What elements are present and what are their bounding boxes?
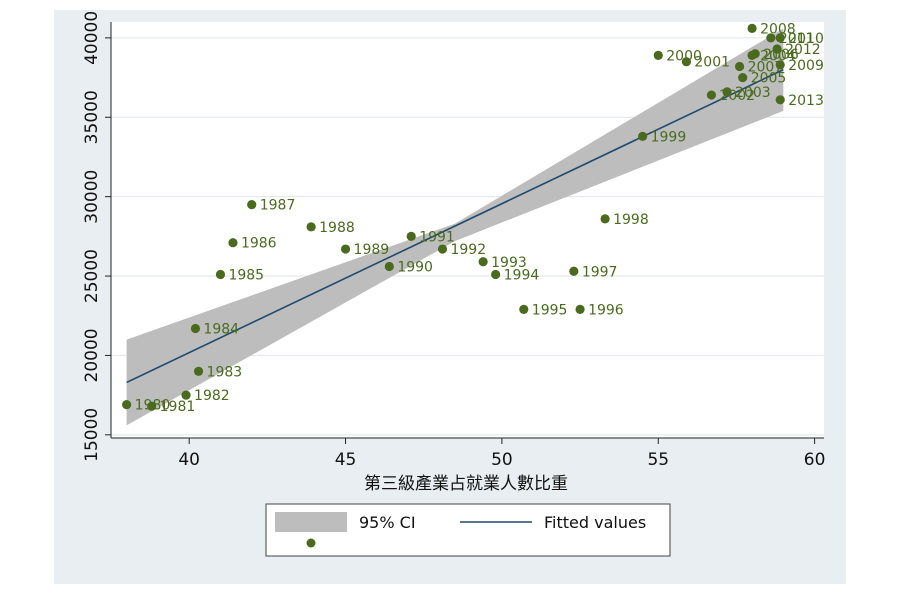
point-label-1993: 1993 bbox=[491, 255, 527, 271]
point-label-2000: 2000 bbox=[666, 48, 702, 64]
point-label-1982: 1982 bbox=[194, 388, 230, 404]
point-label-1986: 1986 bbox=[241, 236, 277, 252]
point-label-1984: 1984 bbox=[203, 321, 239, 337]
point-2005 bbox=[738, 72, 748, 83]
legend-ci-label: 95% CI bbox=[359, 513, 416, 532]
x-tick-label-0: 40 bbox=[178, 450, 200, 470]
point-1989 bbox=[340, 244, 351, 254]
gridlines bbox=[111, 37, 824, 436]
legend: 95% CI Fitted values bbox=[265, 503, 671, 557]
y-tick-label-2: 25000 bbox=[82, 249, 102, 303]
point-label-2013: 2013 bbox=[788, 93, 824, 109]
point-label-1985: 1985 bbox=[228, 267, 264, 283]
point-1988 bbox=[306, 222, 316, 232]
x-tick-label-3: 55 bbox=[647, 450, 669, 470]
point-1990 bbox=[384, 261, 394, 272]
point-label-1987: 1987 bbox=[260, 198, 296, 214]
point-label-1989: 1989 bbox=[354, 242, 390, 258]
x-tick-label-2: 50 bbox=[491, 450, 513, 470]
point-1992 bbox=[437, 244, 448, 254]
point-1984 bbox=[190, 323, 201, 334]
point-2000 bbox=[653, 50, 663, 60]
point-label-2004: 2004 bbox=[760, 48, 796, 64]
y-tick-label-0: 15000 bbox=[82, 408, 102, 462]
point-label-1997: 1997 bbox=[582, 264, 618, 280]
point-2013 bbox=[775, 95, 785, 105]
point-1983 bbox=[193, 366, 204, 376]
point-label-1983: 1983 bbox=[207, 364, 243, 380]
y-axis-ticks: 15000 20000 25000 30000 35000 40000 bbox=[82, 11, 111, 462]
data-points bbox=[122, 23, 785, 411]
point-label-2008: 2008 bbox=[760, 21, 796, 37]
point-2007 bbox=[734, 61, 745, 72]
point-label-2009: 2009 bbox=[788, 58, 824, 74]
legend-fit-label: Fitted values bbox=[544, 513, 646, 532]
point-label-2005: 2005 bbox=[751, 71, 787, 87]
point-label-1988: 1988 bbox=[319, 220, 355, 236]
x-tick-label-4: 60 bbox=[804, 450, 826, 470]
point-label-1998: 1998 bbox=[613, 212, 649, 228]
point-2009 bbox=[775, 60, 785, 70]
point-2011 bbox=[766, 33, 776, 43]
point-1997 bbox=[569, 266, 579, 276]
x-tick-label-1: 45 bbox=[335, 450, 357, 470]
point-label-1981: 1981 bbox=[160, 399, 196, 415]
y-tick-label-1: 20000 bbox=[82, 328, 102, 382]
y-tick-label-5: 40000 bbox=[82, 11, 102, 65]
point-1982 bbox=[181, 390, 191, 400]
point-2001 bbox=[681, 57, 692, 67]
point-2003 bbox=[722, 87, 732, 97]
point-label-1996: 1996 bbox=[588, 302, 624, 318]
point-2008 bbox=[747, 23, 757, 33]
point-1994 bbox=[491, 269, 501, 280]
point-label-1980: 1980 bbox=[135, 398, 171, 414]
point-1999 bbox=[638, 131, 648, 141]
y-tick-label-4: 35000 bbox=[82, 90, 102, 144]
legend-marker-swatch bbox=[306, 538, 316, 548]
point-label-2006: 2006 bbox=[763, 47, 799, 63]
point-2010 bbox=[775, 33, 785, 43]
point-1980 bbox=[122, 400, 132, 410]
point-label-1992: 1992 bbox=[450, 242, 486, 258]
point-label-1995: 1995 bbox=[532, 302, 568, 318]
point-2006 bbox=[750, 49, 760, 59]
point-1986 bbox=[228, 238, 238, 248]
point-1985 bbox=[215, 269, 226, 280]
point-2012 bbox=[772, 44, 782, 54]
x-axis-title: 第三級產業占就業人數比重 bbox=[364, 474, 568, 494]
point-1993 bbox=[478, 257, 488, 267]
point-label-1990: 1990 bbox=[397, 260, 433, 276]
point-1996 bbox=[575, 304, 585, 314]
point-label-2011: 2011 bbox=[779, 31, 815, 47]
point-label-2002: 2002 bbox=[719, 88, 755, 104]
point-label-2003: 2003 bbox=[735, 85, 771, 101]
point-2002 bbox=[706, 90, 717, 100]
point-label-2012: 2012 bbox=[785, 42, 821, 58]
point-label-1999: 1999 bbox=[651, 129, 687, 145]
y-tick-label-3: 30000 bbox=[82, 170, 102, 224]
point-1998 bbox=[600, 214, 610, 224]
point-label-2007: 2007 bbox=[748, 59, 784, 75]
x-axis-ticks: 40 45 50 55 60 bbox=[178, 438, 825, 470]
fit-line-layer bbox=[126, 68, 784, 384]
axes bbox=[110, 22, 824, 439]
point-label-1991: 1991 bbox=[419, 229, 455, 245]
legend-ci-swatch bbox=[275, 512, 347, 532]
point-1981 bbox=[147, 401, 157, 411]
fitted-line bbox=[126, 68, 784, 384]
point-label-2010: 2010 bbox=[788, 31, 824, 47]
point-1991 bbox=[406, 231, 416, 241]
point-label-2001: 2001 bbox=[694, 55, 730, 71]
point-1987 bbox=[247, 199, 257, 210]
point-1995 bbox=[519, 304, 529, 314]
point-label-1994: 1994 bbox=[504, 267, 540, 283]
